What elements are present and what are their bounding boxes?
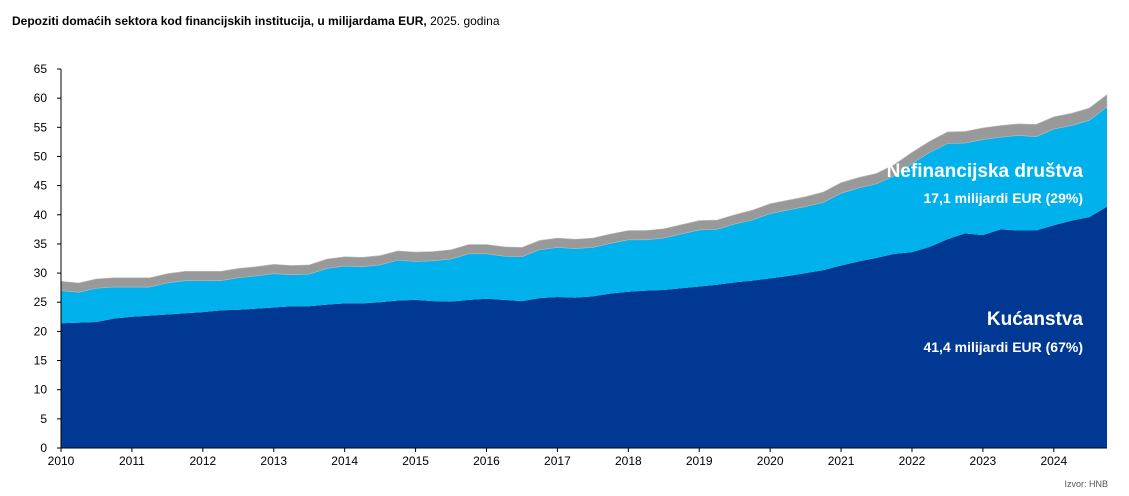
- y-tick-label: 15: [34, 354, 48, 368]
- x-tick-label: 2016: [473, 454, 500, 468]
- y-tick-label: 0: [40, 441, 47, 455]
- x-tick-label: 2014: [331, 454, 358, 468]
- area-layers: [60, 94, 1108, 448]
- y-tick-label: 30: [34, 266, 48, 280]
- y-tick-label: 60: [34, 91, 48, 105]
- y-tick-label: 40: [34, 208, 48, 222]
- axes: 0 5 10 15 20 25 30 35 40 45 50 55 60 65 2010 2011 2012 20…: [34, 62, 1107, 468]
- x-tick-label: 2021: [828, 454, 855, 468]
- annotation-households-label: Kućanstva: [987, 309, 1084, 330]
- x-tick-label: 2013: [260, 454, 287, 468]
- y-tick-label: 5: [40, 412, 47, 426]
- x-tick-label: 2015: [402, 454, 429, 468]
- x-tick-label: 2011: [119, 454, 145, 468]
- y-tick-label: 25: [34, 295, 48, 309]
- annotation-nonfinancial-label: Nefinancijska društva: [887, 161, 1084, 182]
- x-tick-label: 2018: [615, 454, 642, 468]
- annotation-households-value: 41,4 milijardi EUR (67%): [923, 339, 1083, 355]
- x-tick-label: 2023: [970, 454, 997, 468]
- x-tick-label: 2020: [757, 454, 784, 468]
- x-tick-label: 2012: [189, 454, 216, 468]
- x-tick-label: 2022: [899, 454, 926, 468]
- y-tick-label: 35: [34, 237, 48, 251]
- source-note: Izvor: HNB: [1064, 479, 1108, 489]
- y-tick-label: 45: [34, 179, 48, 193]
- x-tick-label: 2017: [544, 454, 571, 468]
- chart-title-rest: 2025. godina: [426, 14, 500, 28]
- annotations: Nefinancijska društva 17,1 milijardi EUR…: [887, 161, 1084, 355]
- area-other-sectors: [60, 94, 1108, 293]
- y-tick-label: 10: [34, 383, 48, 397]
- chart-title-bold: Depoziti domaćih sektora kod financijski…: [12, 14, 427, 28]
- chart-title: Depoziti domaćih sektora kod financijski…: [12, 14, 500, 28]
- annotation-nonfinancial-value: 17,1 milijardi EUR (29%): [923, 190, 1083, 206]
- x-tick-label: 2010: [48, 454, 75, 468]
- y-tick-label: 20: [34, 324, 48, 338]
- area-nonfinancial: [61, 106, 1107, 324]
- x-tick-label: 2024: [1040, 454, 1067, 468]
- y-tick-label: 55: [34, 120, 48, 134]
- y-tick-label: 50: [34, 149, 48, 163]
- x-tick-label: 2019: [686, 454, 713, 468]
- area-households: [61, 206, 1107, 448]
- y-tick-label: 65: [34, 62, 48, 76]
